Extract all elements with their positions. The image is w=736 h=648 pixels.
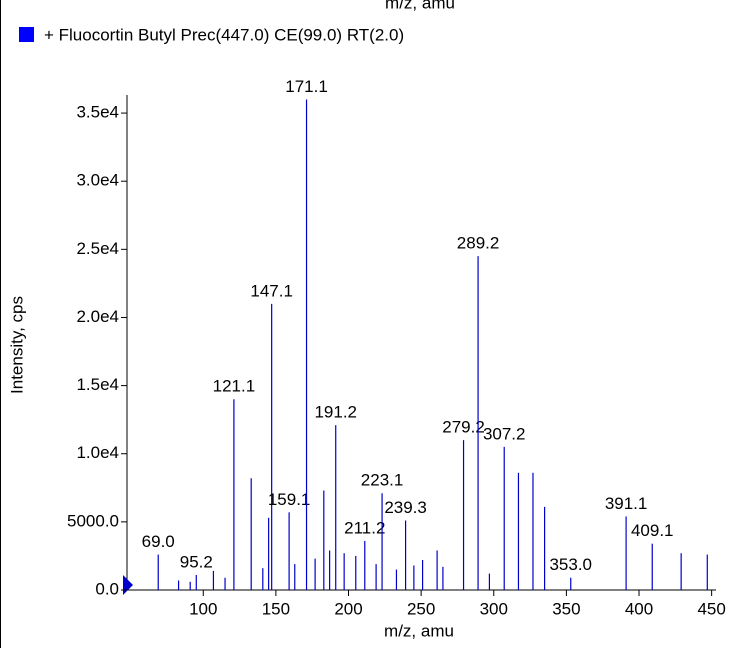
peak-label: 121.1 — [213, 377, 256, 396]
peak-label: 289.2 — [457, 234, 500, 253]
x-tick-label: 200 — [334, 599, 362, 618]
peak-label: 211.2 — [344, 518, 385, 537]
peak-label: 223.1 — [361, 471, 404, 490]
chart-title: m/z, amu — [385, 0, 455, 12]
x-tick-label: 100 — [189, 599, 217, 618]
peak-label: 171.1 — [285, 77, 328, 96]
x-tick-label: 400 — [625, 599, 653, 618]
y-tick-label: 2.5e4 — [76, 239, 119, 258]
y-tick-label: 3.0e4 — [76, 171, 119, 190]
x-axis-label: m/z, amu — [384, 621, 454, 640]
peak-label: 409.1 — [631, 521, 674, 540]
peak-label: 307.2 — [483, 424, 526, 443]
y-tick-label: 5000.0 — [67, 511, 119, 530]
y-tick-label: 2.0e4 — [76, 307, 119, 326]
x-tick-label: 450 — [697, 599, 725, 618]
peak-label: 353.0 — [549, 555, 592, 574]
x-tick-label: 350 — [552, 599, 580, 618]
y-tick-label: 1.5e4 — [76, 375, 119, 394]
peak-label: 391.1 — [605, 494, 648, 513]
axis-marker — [123, 575, 133, 595]
x-tick-label: 250 — [407, 599, 435, 618]
y-tick-label: 1.0e4 — [76, 443, 119, 462]
legend-swatch — [19, 27, 34, 42]
y-tick-label: 3.5e4 — [76, 103, 119, 122]
peak-label: 95.2 — [180, 552, 213, 571]
peak-label: 191.2 — [314, 403, 357, 422]
x-tick-label: 150 — [262, 599, 290, 618]
peak-label: 159.1 — [268, 490, 311, 509]
peak-label: 69.0 — [142, 532, 175, 551]
y-tick-label: 0.0 — [95, 579, 119, 598]
peak-label: 239.3 — [384, 498, 427, 517]
peak-label: 279.2 — [442, 418, 485, 437]
x-tick-label: 300 — [480, 599, 508, 618]
y-axis-label: Intensity, cps — [7, 296, 26, 394]
peak-label: 147.1 — [250, 281, 293, 300]
legend-text: + Fluocortin Butyl Prec(447.0) CE(99.0) … — [44, 25, 404, 44]
